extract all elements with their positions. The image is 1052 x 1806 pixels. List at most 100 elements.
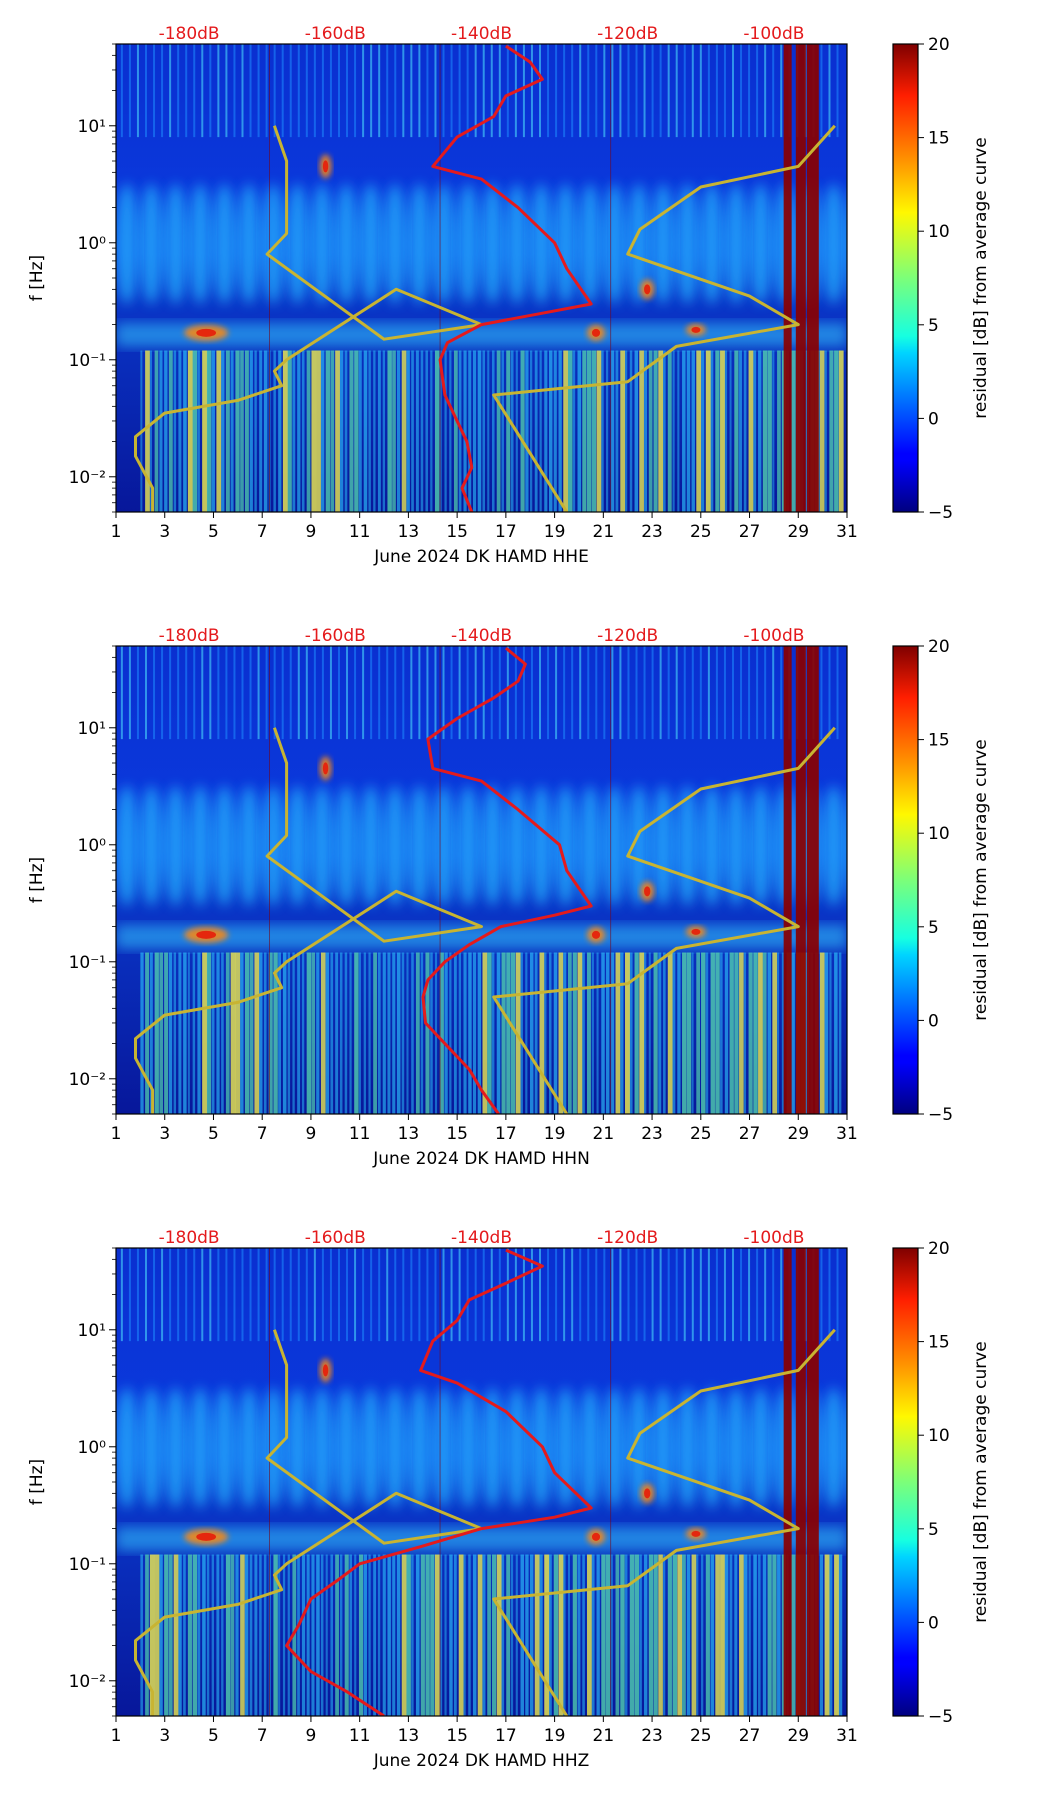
top-db-label: -180dB (159, 1228, 220, 1248)
average-psd-curve (431, 44, 593, 512)
colorbar-tick-label: 0 (928, 1613, 939, 1633)
colorbar-tick-label: −5 (928, 1105, 953, 1125)
colorbar (892, 1247, 919, 1717)
x-tick-label: 7 (257, 1726, 268, 1746)
top-db-label: -160dB (305, 1228, 366, 1248)
colorbar-tick-label: 20 (928, 1239, 950, 1259)
high-noise-model-curve (492, 124, 836, 512)
colorbar-tick-label: 5 (928, 1520, 939, 1540)
top-db-label: -100dB (743, 626, 804, 646)
x-tick-label: 9 (306, 1124, 317, 1144)
x-axis-label: June 2024 DK HAMD HHE (373, 547, 589, 567)
high-noise-model-curve (492, 726, 836, 1114)
colorbar-tick-label: 20 (928, 637, 950, 657)
average-psd-curve (421, 646, 593, 1114)
x-tick-label: 5 (208, 1124, 219, 1144)
top-db-label: -180dB (159, 626, 220, 646)
spectrogram (116, 1248, 847, 1716)
x-tick-label: 17 (495, 1726, 517, 1746)
colorbar-tick-label: 10 (928, 1426, 950, 1446)
colorbar-tick-label: 0 (928, 1011, 939, 1031)
colorbar-tick-label: −5 (928, 503, 953, 523)
x-tick-label: 23 (641, 1124, 663, 1144)
top-db-label: -140dB (451, 1228, 512, 1248)
colorbar-tick-label: 10 (928, 222, 950, 242)
top-db-label: -120dB (597, 626, 658, 646)
x-tick-label: 21 (593, 1726, 615, 1746)
x-tick-label: 27 (739, 1124, 761, 1144)
x-tick-label: 3 (159, 522, 170, 542)
top-db-label: -140dB (451, 24, 512, 44)
x-tick-label: 11 (349, 1124, 371, 1144)
x-tick-label: 23 (641, 1726, 663, 1746)
y-axis-label: f [Hz] (27, 857, 47, 903)
low-noise-model-curve (134, 1329, 483, 1716)
x-tick-label: 25 (690, 522, 712, 542)
x-axis-label: June 2024 DK HAMD HHZ (373, 1751, 590, 1771)
x-tick-label: 31 (836, 1124, 858, 1144)
top-db-label: -180dB (159, 24, 220, 44)
colorbar-tick-label: 0 (928, 409, 939, 429)
y-tick-label: 10⁰ (78, 1438, 107, 1458)
x-tick-label: 9 (306, 522, 317, 542)
x-tick-label: 29 (787, 1124, 809, 1144)
y-tick-label: 10⁰ (78, 836, 107, 856)
top-db-label: -120dB (597, 1228, 658, 1248)
top-db-label: -120dB (597, 24, 658, 44)
y-tick-label: 10¹ (78, 117, 106, 137)
y-tick-label: 10⁻² (69, 1070, 106, 1090)
x-axis-label: June 2024 DK HAMD HHN (372, 1149, 590, 1169)
x-tick-label: 19 (544, 1124, 566, 1144)
x-tick-label: 11 (349, 1726, 371, 1746)
colorbar-tick-label: 20 (928, 35, 950, 55)
low-noise-model-curve (134, 125, 483, 512)
x-tick-label: 15 (446, 1124, 468, 1144)
colorbar (892, 645, 919, 1115)
y-tick-label: 10⁻¹ (69, 953, 106, 973)
average-psd-curve (285, 1248, 593, 1716)
low-noise-model-curve (134, 727, 483, 1114)
x-tick-label: 15 (446, 1726, 468, 1746)
x-tick-label: 23 (641, 522, 663, 542)
colorbar-tick-label: 15 (928, 731, 950, 751)
y-tick-label: 10⁻² (69, 1672, 106, 1692)
x-tick-label: 17 (495, 522, 517, 542)
x-tick-label: 1 (111, 522, 122, 542)
y-tick-label: 10⁻¹ (69, 351, 106, 371)
x-tick-label: 7 (257, 1124, 268, 1144)
colorbar-label: residual [dB] from average curve (971, 137, 991, 418)
x-tick-label: 29 (787, 1726, 809, 1746)
colorbar-tick-label: −5 (928, 1707, 953, 1727)
top-db-label: -140dB (451, 626, 512, 646)
x-tick-label: 13 (398, 522, 420, 542)
x-tick-label: 21 (593, 1124, 615, 1144)
colorbar-tick-label: 5 (928, 316, 939, 336)
x-tick-label: 1 (111, 1726, 122, 1746)
x-tick-label: 1 (111, 1124, 122, 1144)
y-tick-label: 10⁻² (69, 468, 106, 488)
x-tick-label: 27 (739, 1726, 761, 1746)
x-tick-label: 11 (349, 522, 371, 542)
y-axis-label: f [Hz] (27, 1459, 47, 1505)
colorbar-tick-label: 15 (928, 1333, 950, 1353)
top-db-label: -160dB (305, 24, 366, 44)
x-tick-label: 19 (544, 522, 566, 542)
x-tick-label: 19 (544, 1726, 566, 1746)
top-db-label: -160dB (305, 626, 366, 646)
colorbar-tick-label: 5 (928, 918, 939, 938)
x-tick-label: 31 (836, 522, 858, 542)
y-tick-label: 10⁰ (78, 234, 107, 254)
y-tick-label: 10⁻¹ (69, 1555, 106, 1575)
x-tick-label: 3 (159, 1726, 170, 1746)
colorbar-tick-label: 15 (928, 129, 950, 149)
top-db-label: -100dB (743, 24, 804, 44)
x-tick-label: 25 (690, 1124, 712, 1144)
spectrogram (116, 646, 847, 1114)
x-tick-label: 5 (208, 1726, 219, 1746)
high-noise-model-curve (492, 1328, 836, 1716)
x-tick-label: 27 (739, 522, 761, 542)
